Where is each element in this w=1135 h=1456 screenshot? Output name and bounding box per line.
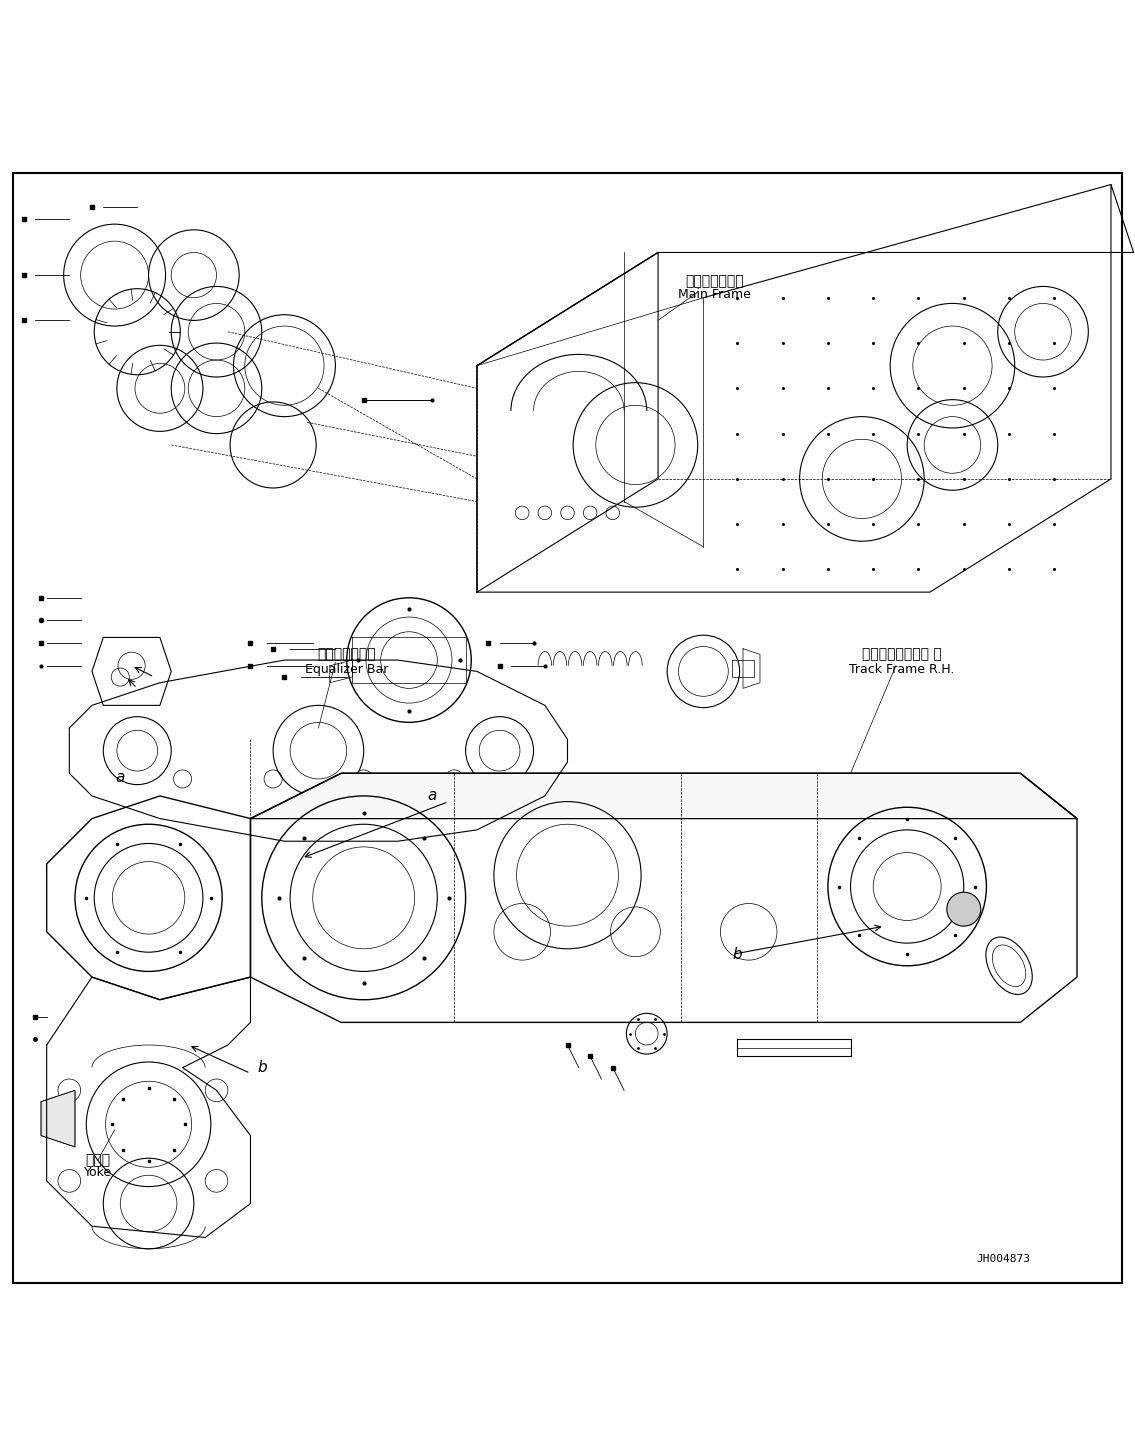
Circle shape bbox=[947, 893, 981, 926]
Text: Track Frame R.H.: Track Frame R.H. bbox=[849, 662, 955, 676]
Text: JH004873: JH004873 bbox=[976, 1254, 1031, 1264]
Polygon shape bbox=[251, 773, 1077, 818]
Text: a: a bbox=[427, 789, 436, 804]
Polygon shape bbox=[41, 1091, 75, 1147]
Text: メインフレーム: メインフレーム bbox=[686, 274, 745, 288]
Text: b: b bbox=[257, 1060, 267, 1075]
Text: Equalizer Bar: Equalizer Bar bbox=[305, 662, 388, 676]
Text: Yoke: Yoke bbox=[84, 1166, 111, 1179]
Text: b: b bbox=[732, 946, 742, 962]
Text: トラックフレーム 右: トラックフレーム 右 bbox=[861, 648, 941, 661]
Text: Main Frame: Main Frame bbox=[679, 288, 751, 301]
Text: a: a bbox=[116, 770, 125, 785]
Text: イコライザバー: イコライザバー bbox=[318, 648, 376, 661]
Text: ヨーク: ヨーク bbox=[85, 1153, 110, 1168]
